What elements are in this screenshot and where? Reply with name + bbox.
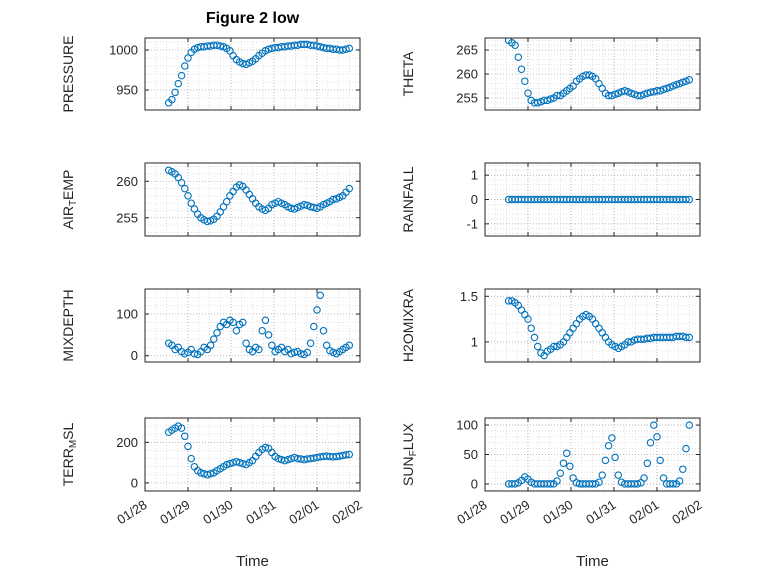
- svg-text:01/31: 01/31: [243, 497, 278, 527]
- y-tick-labels: 0 100: [116, 307, 138, 364]
- svg-text:01/30: 01/30: [540, 497, 575, 527]
- svg-text:01/29: 01/29: [497, 497, 532, 527]
- svg-text:100: 100: [116, 307, 138, 322]
- svg-text:01/28: 01/28: [454, 497, 489, 527]
- svg-text:1000: 1000: [109, 43, 138, 58]
- svg-text:260: 260: [456, 67, 478, 82]
- subplot-pressure: 950 1000 PRESSURE: [60, 35, 361, 113]
- svg-text:0: 0: [471, 192, 478, 207]
- x-axis-label-left: Time: [236, 553, 269, 570]
- y-axis-label: THETA: [400, 51, 416, 97]
- svg-text:0: 0: [131, 475, 138, 490]
- y-tick-labels: -1 0 1: [466, 168, 478, 232]
- subplot-airtemp: 255 260 AIRTEMP: [60, 162, 361, 237]
- data-markers: [164, 291, 354, 359]
- subplot-sun_flux: 0 50 100 01/28 01/29 01/30 01/31 02/01 02/02 SUNF…: [400, 417, 705, 527]
- svg-text:50: 50: [464, 447, 478, 462]
- y-axis-label: SUNFLUX: [400, 422, 419, 486]
- data-markers: [504, 38, 694, 107]
- svg-text:02/01: 02/01: [626, 497, 661, 527]
- svg-text:01/30: 01/30: [200, 497, 235, 527]
- x-tick-labels: 01/28 01/29 01/30 01/31 02/01 02/02: [454, 497, 704, 527]
- axis-ticks: [484, 163, 701, 236]
- svg-text:01/28: 01/28: [114, 497, 149, 527]
- svg-text:260: 260: [116, 174, 138, 189]
- subplot-rainfall: -1 0 1 RAINFALL: [400, 162, 701, 237]
- data-markers: [164, 40, 354, 107]
- subplot-mixdepth: 0 100 MIXDEPTH: [60, 288, 361, 364]
- y-axis-label: AIRTEMP: [60, 170, 79, 230]
- svg-text:100: 100: [456, 418, 478, 433]
- svg-text:1.5: 1.5: [460, 289, 478, 304]
- axis-ticks: [144, 163, 361, 236]
- svg-text:1: 1: [471, 168, 478, 183]
- y-tick-labels: 950 1000: [109, 43, 138, 98]
- y-axis-label: RAINFALL: [400, 166, 416, 232]
- axis-ticks: [484, 418, 701, 491]
- axis-ticks: [484, 38, 701, 110]
- plot-box: [144, 288, 361, 363]
- axis-ticks: [144, 289, 361, 362]
- y-tick-labels: 0 50 100: [456, 418, 478, 492]
- data-markers: [164, 422, 354, 479]
- y-tick-labels: 255 260 265: [456, 43, 478, 106]
- svg-text:255: 255: [456, 91, 478, 106]
- y-axis-label: TERRMSL: [60, 422, 79, 486]
- y-tick-labels: 0 200: [116, 435, 138, 491]
- plot-box: [144, 37, 361, 111]
- y-tick-labels: 11.5: [460, 289, 478, 350]
- x-axis-label-right: Time: [576, 553, 609, 570]
- subplot-theta: 255 260 265 THETA: [400, 37, 701, 111]
- axis-ticks: [144, 418, 361, 491]
- svg-text:265: 265: [456, 43, 478, 58]
- minor-grid: [145, 163, 360, 236]
- y-axis-label: MIXDEPTH: [60, 289, 76, 361]
- data-markers: [164, 166, 354, 226]
- figure-title: Figure 2 low: [205, 10, 300, 27]
- svg-text:0: 0: [131, 348, 138, 363]
- data-markers: [504, 195, 694, 204]
- subplot-terr_msl: 0 200 01/28 01/29 01/30 01/31 02/01 02/02 TERRMS…: [60, 417, 365, 527]
- axis-ticks: [144, 38, 361, 110]
- svg-text:02/01: 02/01: [286, 497, 321, 527]
- y-axis-label: H2OMIXRA: [400, 288, 416, 362]
- plot-box: [144, 417, 361, 492]
- y-axis-label: PRESSURE: [60, 35, 76, 112]
- axis-ticks: [484, 289, 701, 362]
- minor-grid: [145, 38, 360, 110]
- svg-text:0: 0: [471, 476, 478, 491]
- svg-text:255: 255: [116, 210, 138, 225]
- data-markers: [504, 421, 694, 488]
- svg-text:02/02: 02/02: [329, 497, 364, 527]
- svg-text:-1: -1: [466, 216, 478, 231]
- svg-text:200: 200: [116, 435, 138, 450]
- data-markers: [504, 297, 694, 360]
- x-tick-labels: 01/28 01/29 01/30 01/31 02/01 02/02: [114, 497, 364, 527]
- svg-text:01/31: 01/31: [583, 497, 618, 527]
- svg-text:01/29: 01/29: [157, 497, 192, 527]
- svg-text:950: 950: [116, 83, 138, 98]
- svg-text:02/02: 02/02: [669, 497, 704, 527]
- plot-box: [144, 162, 361, 237]
- y-tick-labels: 255 260: [116, 174, 138, 226]
- plot-box: [484, 288, 701, 363]
- major-grid: [145, 38, 360, 110]
- svg-text:1: 1: [471, 334, 478, 349]
